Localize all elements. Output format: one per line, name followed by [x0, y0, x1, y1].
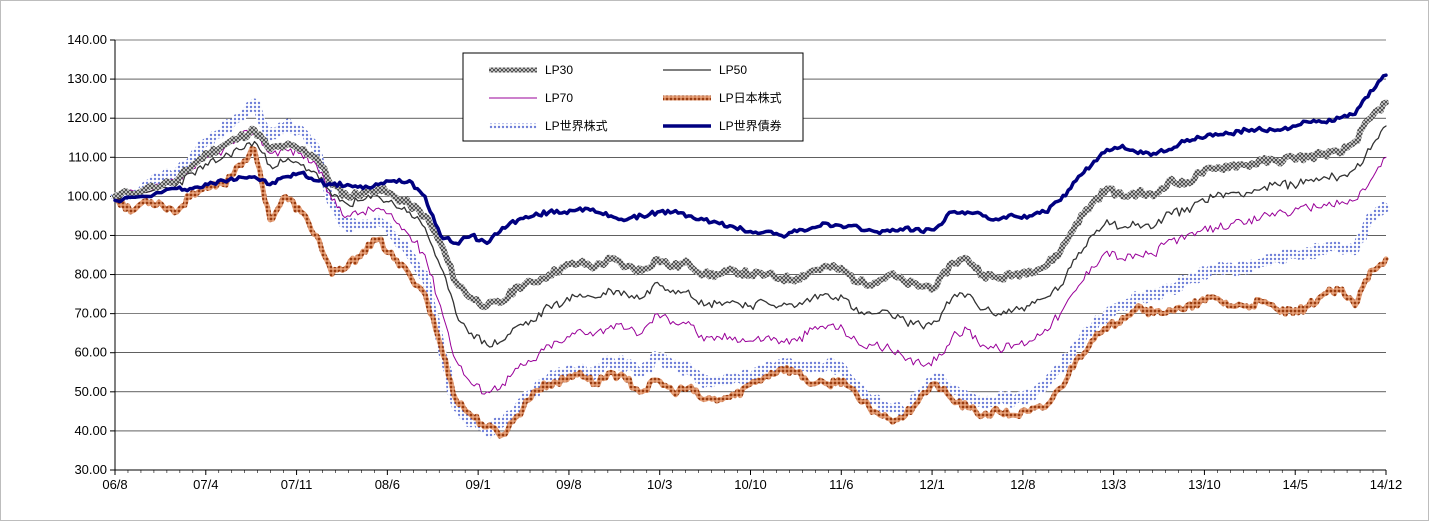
x-tick-label: 07/11 [281, 477, 313, 492]
y-tick-label: 70.00 [74, 306, 107, 321]
series-line-1 [114, 125, 1387, 348]
series-line-4 [111, 98, 1390, 439]
y-tick-label: 120.00 [67, 110, 107, 125]
legend-label-1: LP50 [719, 63, 747, 77]
x-tick-label: 12/8 [1010, 477, 1035, 492]
legend-label-3: LP日本株式 [719, 90, 782, 105]
y-tick-label: 40.00 [74, 423, 107, 438]
legend-label-4: LP世界株式 [545, 118, 608, 133]
x-tick-label: 10/3 [647, 477, 672, 492]
series-line-3 [112, 145, 1389, 439]
y-tick-label: 90.00 [74, 227, 107, 242]
legend-label-2: LP70 [545, 91, 573, 105]
series-layer [111, 73, 1390, 439]
x-tick-label: 14/12 [1370, 477, 1403, 492]
x-tick-label: 11/6 [829, 477, 853, 492]
y-tick-label: 140.00 [67, 32, 107, 47]
x-tick-label: 13/3 [1101, 477, 1126, 492]
legend: LP30 LP50 LP70 LP日本株式 LP世界株式 LP世界債券 [462, 52, 804, 142]
x-tick-label: 07/4 [193, 477, 218, 492]
x-tick-label: 06/8 [102, 477, 127, 492]
x-tick-label: 10/10 [734, 477, 767, 492]
legend-label-0: LP30 [545, 63, 573, 77]
series-line-5 [113, 73, 1388, 246]
series-line-2 [114, 129, 1387, 395]
x-tick-label: 13/10 [1188, 477, 1221, 492]
y-tick-label: 30.00 [74, 462, 107, 477]
y-tick-label: 100.00 [67, 188, 107, 203]
y-tick-label: 110.00 [68, 149, 107, 164]
series-line-0 [112, 99, 1389, 311]
axes-layer [110, 39, 1387, 475]
x-tick-label: 12/1 [919, 477, 944, 492]
y-tick-label: 60.00 [74, 345, 107, 360]
x-tick-label: 14/5 [1283, 477, 1308, 492]
x-tick-label: 08/6 [375, 477, 400, 492]
x-tick-label: 09/8 [556, 477, 581, 492]
y-tick-label: 130.00 [67, 71, 107, 86]
y-tick-label: 80.00 [74, 267, 107, 282]
x-tick-label: 09/1 [465, 477, 490, 492]
legend-label-5: LP世界債券 [719, 118, 782, 133]
y-tick-label: 50.00 [74, 384, 107, 399]
tick-labels: 30.00 40.00 50.00 60.00 70.00 80.00 90.00 100.0… [67, 32, 1402, 492]
